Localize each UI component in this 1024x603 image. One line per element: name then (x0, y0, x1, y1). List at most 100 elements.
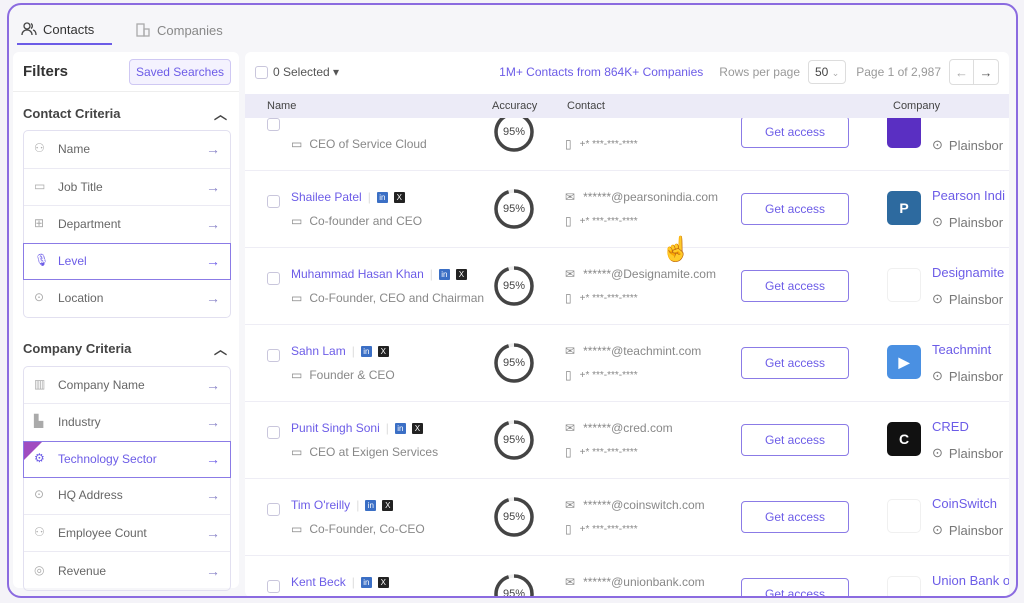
linkedin-icon[interactable]: in (360, 345, 372, 357)
results-table[interactable]: ▭ CEO of Service Cloud 95% ▯ +* ***-***-**… (245, 118, 1009, 596)
header-company: Company (893, 100, 941, 112)
select-all-checkbox[interactable] (255, 65, 268, 79)
get-access-button[interactable]: Get access (741, 193, 849, 225)
accuracy-ring: 95% (493, 265, 535, 307)
contact-name[interactable]: Shailee Patel (291, 190, 362, 204)
tab-contacts[interactable]: Contacts (17, 15, 112, 45)
linkedin-icon[interactable]: in (394, 422, 406, 434)
x-icon[interactable]: X (455, 268, 467, 280)
accuracy-ring: 95% (493, 573, 535, 596)
row-checkbox[interactable] (267, 349, 280, 362)
next-page-button[interactable]: → (979, 64, 993, 80)
get-access-button[interactable]: Get access (741, 578, 849, 596)
company-name[interactable]: Union Bank o (932, 573, 1009, 588)
company-logo: C (887, 422, 921, 456)
phone-icon: ▯ (565, 214, 572, 228)
prev-page-button[interactable]: ← (950, 60, 974, 84)
app-window: Contacts Companies Filters Saved Searche… (7, 3, 1018, 598)
table-row: Muhammad Hasan Khan | in X ▭ Co-Founder, CEO… (245, 248, 1009, 325)
filter-employee-count[interactable]: ⚇ Employee Count → (24, 515, 230, 552)
pin-icon: ⊙ (932, 214, 943, 229)
x-icon[interactable]: X (377, 345, 389, 357)
row-checkbox[interactable] (267, 503, 280, 516)
contact-name[interactable]: Tim O'reilly (291, 498, 351, 512)
linkedin-icon[interactable]: in (376, 191, 388, 203)
company-name[interactable]: Designamite (932, 265, 1005, 280)
get-access-button[interactable]: Get access (741, 118, 849, 148)
filter-name[interactable]: ⚇ Name → (24, 131, 230, 169)
company-name[interactable]: CoinSwitch (932, 496, 998, 511)
company-logo: P (887, 191, 921, 225)
job-title: Co-Founder, CEO and Chairman (309, 291, 485, 305)
contact-criteria-header[interactable]: Contact Criteria ︿ (23, 105, 227, 122)
arrow-right-icon: → (206, 178, 220, 195)
job-title: Founder & CEO (309, 368, 395, 382)
company-logo (887, 268, 921, 302)
building-icon (136, 23, 150, 37)
company-name[interactable]: CRED (932, 419, 969, 434)
company-criteria-header[interactable]: Company Criteria ︿ (23, 341, 227, 357)
rows-per-page-select[interactable]: 50 ⌄ (808, 60, 847, 84)
x-icon[interactable]: X (393, 191, 405, 203)
filters-panel: Filters Saved Searches Contact Criteria ︿… (13, 52, 239, 591)
x-icon[interactable]: X (377, 576, 389, 588)
company-location: Plainsbor (948, 445, 1004, 461)
row-checkbox[interactable] (267, 580, 280, 593)
linkedin-icon[interactable]: in (365, 499, 377, 511)
row-checkbox[interactable] (267, 118, 280, 131)
company-name[interactable]: Pearson Indi (932, 188, 1005, 203)
filter-technology-sector[interactable]: ⚙ Technology Sector → (23, 440, 231, 478)
pin-icon: ⊙ (34, 289, 45, 304)
header-accuracy: Accuracy (492, 100, 538, 112)
email: ******@teachmint.com (583, 344, 702, 358)
accuracy-arc (494, 266, 534, 306)
filter-job-title[interactable]: ▭ Job Title → (24, 169, 230, 206)
table-row: ▭ CEO of Service Cloud 95% ▯ +* ***-***-**… (245, 118, 1009, 171)
table-row: Punit Singh Soni | in X ▭ CEO at Exigen Serv… (245, 402, 1009, 479)
filter-location[interactable]: ⊙ Location → (34, 289, 220, 306)
get-access-button[interactable]: Get access (741, 424, 849, 456)
filter-hq-address[interactable]: ⊙ HQ Address → (24, 477, 230, 515)
contact-name[interactable]: Punit Singh Soni (291, 421, 380, 435)
filter-industry[interactable]: ▙ Industry → (24, 404, 230, 442)
filter-company-name[interactable]: ▥ Company Name → (24, 367, 230, 404)
contact-name[interactable]: Muhammad Hasan Khan (291, 267, 424, 281)
selected-dropdown[interactable]: 0 Selected ▾ (273, 65, 340, 79)
contact-name[interactable]: Sahn Lam (291, 344, 346, 358)
accuracy-arc (494, 574, 534, 596)
job-title: CEO at Exigen Services (309, 445, 439, 459)
filter-department[interactable]: ⊞ Department → (24, 206, 230, 244)
filter-level[interactable]: 🎙 Level → (23, 242, 231, 280)
row-checkbox[interactable] (267, 272, 280, 285)
saved-searches-button[interactable]: Saved Searches (128, 58, 231, 85)
row-checkbox[interactable] (267, 195, 280, 208)
accuracy-arc (494, 189, 534, 229)
get-access-button[interactable]: Get access (741, 347, 849, 379)
table-row: Tim O'reilly | in X ▭ Co-Founder, Co-CEO 95%… (245, 479, 1009, 556)
arrow-right-icon: → (206, 141, 220, 158)
filter-revenue[interactable]: ◎ Revenue → (34, 562, 220, 579)
rows-per-page-label: Rows per page (719, 65, 800, 79)
table-header: Name Accuracy Contact Company (245, 94, 1009, 118)
x-icon[interactable]: X (382, 499, 394, 511)
phone-icon: ▯ (565, 368, 572, 382)
linkedin-icon[interactable]: in (438, 268, 450, 280)
row-checkbox[interactable] (267, 426, 280, 439)
company-name[interactable]: Teachmint (932, 342, 992, 357)
tab-companies[interactable]: Companies (135, 15, 223, 45)
contact-name[interactable]: Kent Beck (291, 575, 346, 589)
pin-icon: ⊙ (932, 522, 943, 537)
users-icon: ⚇ (34, 524, 45, 539)
phone: +* ***-***-**** (579, 292, 638, 304)
accuracy-ring: 95% (493, 118, 535, 153)
x-icon[interactable]: X (411, 422, 423, 434)
get-access-button[interactable]: Get access (741, 501, 849, 533)
email: ******@coinswitch.com (583, 498, 705, 512)
linkedin-icon[interactable]: in (360, 576, 372, 588)
job-title: CEO of Service Cloud (309, 137, 427, 151)
get-access-button[interactable]: Get access (741, 270, 849, 302)
results-count: 1M+ Contacts from 864K+ Companies (499, 65, 704, 79)
hand-cursor-icon: ☝ (661, 236, 691, 263)
table-row: Kent Beck | in X 95% ✉ ******@unionbank.com … (245, 556, 1009, 596)
phone: +* ***-***-**** (579, 215, 638, 227)
